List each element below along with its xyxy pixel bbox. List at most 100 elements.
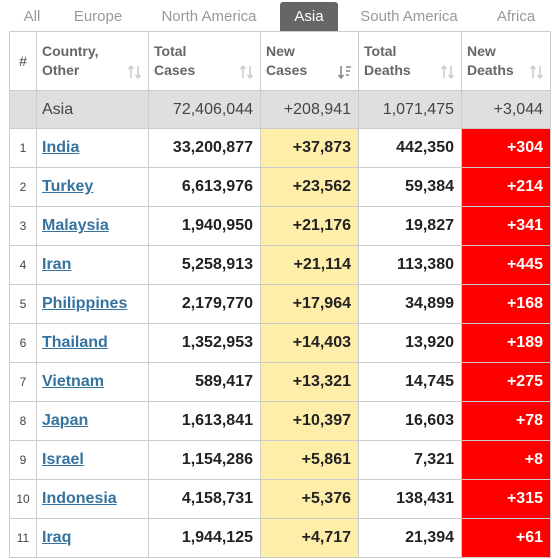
new-cases-cell: +21,114 [260, 245, 359, 285]
country-cell: Thailand [36, 323, 149, 363]
new-cases-cell: +14,403 [260, 323, 359, 363]
header-new-cases-line2: Cases [266, 62, 308, 78]
total-new-cases: +208,941 [260, 90, 359, 129]
sort-desc-icon[interactable] [338, 64, 352, 80]
country-link[interactable]: Malaysia [42, 217, 109, 234]
country-link[interactable]: Indonesia [42, 490, 117, 507]
sort-arrows-icon[interactable] [441, 64, 455, 80]
sort-arrows-icon[interactable] [240, 64, 254, 80]
row-index: 10 [9, 479, 37, 519]
tab-north-america[interactable]: North America [161, 8, 257, 25]
header-new-deaths-line1: New [467, 43, 496, 59]
table-row: 1 India 33,200,877 +37,873 442,350 +304 [9, 128, 551, 168]
region-tabs: All Europe North America Asia South Amer… [0, 0, 552, 32]
total-deaths-cell: 13,920 [358, 323, 462, 363]
sort-arrows-icon[interactable] [530, 64, 544, 80]
header-new-deaths[interactable]: New Deaths [461, 31, 551, 91]
new-cases-cell: +13,321 [260, 362, 359, 402]
total-new-deaths: +3,044 [461, 90, 551, 129]
country-cell: Turkey [36, 167, 149, 207]
new-deaths-cell: +341 [461, 206, 551, 246]
total-region: Asia [36, 90, 149, 129]
header-new-cases[interactable]: New Cases [260, 31, 359, 91]
header-new-deaths-line2: Deaths [467, 62, 514, 78]
new-deaths-cell: +275 [461, 362, 551, 402]
table-header-row: # Country, Other Total Cases New Case [9, 31, 551, 91]
new-cases-cell: +5,861 [260, 440, 359, 480]
new-deaths-cell: +315 [461, 479, 551, 519]
table-row: 10 Indonesia 4,158,731 +5,376 138,431 +315 [9, 479, 551, 519]
country-cell: Vietnam [36, 362, 149, 402]
header-new-cases-line1: New [266, 43, 295, 59]
new-cases-cell: +5,376 [260, 479, 359, 519]
header-total-cases[interactable]: Total Cases [148, 31, 261, 91]
total-total-cases: 72,406,044 [148, 90, 261, 129]
tab-asia[interactable]: Asia [280, 2, 338, 31]
total-cases-cell: 1,613,841 [148, 401, 261, 441]
sort-arrows-icon[interactable] [128, 64, 142, 80]
tab-south-america[interactable]: South America [360, 8, 458, 25]
country-link[interactable]: Iran [42, 256, 72, 273]
new-deaths-cell: +168 [461, 284, 551, 324]
total-index [9, 90, 37, 129]
country-cell: Iraq [36, 518, 149, 558]
country-link[interactable]: Israel [42, 451, 84, 468]
total-deaths-cell: 19,827 [358, 206, 462, 246]
country-cell: Israel [36, 440, 149, 480]
country-cell: Indonesia [36, 479, 149, 519]
new-deaths-cell: +61 [461, 518, 551, 558]
total-cases-cell: 5,258,913 [148, 245, 261, 285]
total-deaths-cell: 113,380 [358, 245, 462, 285]
new-deaths-cell: +8 [461, 440, 551, 480]
new-deaths-cell: +78 [461, 401, 551, 441]
header-total-cases-line1: Total [154, 43, 187, 59]
new-cases-cell: +10,397 [260, 401, 359, 441]
country-link[interactable]: India [42, 139, 80, 156]
total-cases-cell: 1,154,286 [148, 440, 261, 480]
country-link[interactable]: Thailand [42, 334, 108, 351]
new-cases-cell: +21,176 [260, 206, 359, 246]
row-index: 5 [9, 284, 37, 324]
row-index: 4 [9, 245, 37, 285]
total-deaths-cell: 442,350 [358, 128, 462, 168]
table-row: 11 Iraq 1,944,125 +4,717 21,394 +61 [9, 518, 551, 558]
total-cases-cell: 2,179,770 [148, 284, 261, 324]
country-link[interactable]: Japan [42, 412, 89, 429]
row-index: 7 [9, 362, 37, 402]
tab-all[interactable]: All [23, 8, 41, 25]
country-cell: Philippines [36, 284, 149, 324]
header-country-line2: Other [42, 62, 80, 78]
country-cell: Japan [36, 401, 149, 441]
total-deaths-cell: 21,394 [358, 518, 462, 558]
table-row: 4 Iran 5,258,913 +21,114 113,380 +445 [9, 245, 551, 285]
tab-europe[interactable]: Europe [73, 8, 123, 25]
total-cases-cell: 589,417 [148, 362, 261, 402]
total-cases-cell: 6,613,976 [148, 167, 261, 207]
total-deaths-cell: 16,603 [358, 401, 462, 441]
country-link[interactable]: Turkey [42, 178, 94, 195]
new-deaths-cell: +304 [461, 128, 551, 168]
total-cases-cell: 1,944,125 [148, 518, 261, 558]
table-row: 3 Malaysia 1,940,950 +21,176 19,827 +341 [9, 206, 551, 246]
total-deaths-cell: 34,899 [358, 284, 462, 324]
country-link[interactable]: Philippines [42, 295, 128, 312]
header-index: # [9, 31, 37, 91]
row-index: 9 [9, 440, 37, 480]
table-row: 8 Japan 1,613,841 +10,397 16,603 +78 [9, 401, 551, 441]
header-country[interactable]: Country, Other [36, 31, 149, 91]
row-index: 8 [9, 401, 37, 441]
header-total-deaths[interactable]: Total Deaths [358, 31, 462, 91]
table-row: 2 Turkey 6,613,976 +23,562 59,384 +214 [9, 167, 551, 207]
total-cases-cell: 1,352,953 [148, 323, 261, 363]
total-deaths-cell: 7,321 [358, 440, 462, 480]
table-row: 7 Vietnam 589,417 +13,321 14,745 +275 [9, 362, 551, 402]
row-index: 3 [9, 206, 37, 246]
total-cases-cell: 33,200,877 [148, 128, 261, 168]
country-cell: Malaysia [36, 206, 149, 246]
covid-table: # Country, Other Total Cases New Case [9, 31, 551, 558]
country-link[interactable]: Iraq [42, 529, 72, 546]
header-country-line1: Country, [42, 43, 99, 59]
new-cases-cell: +23,562 [260, 167, 359, 207]
tab-africa[interactable]: Africa [496, 8, 536, 25]
country-link[interactable]: Vietnam [42, 373, 104, 390]
